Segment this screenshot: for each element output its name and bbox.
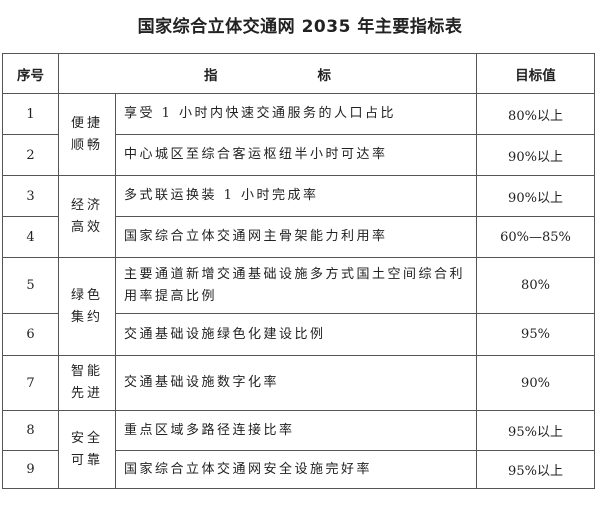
row-target: 95%	[476, 313, 595, 356]
table-row: 4 国家综合立体交通网主骨架能力利用率 60%—85%	[2, 216, 595, 258]
row-indicator: 中心城区至综合客运枢纽半小时可达率	[115, 134, 477, 176]
row-seq: 1	[2, 93, 59, 135]
row-indicator: 多式联运换装 1 小时完成率	[115, 175, 477, 217]
row-target: 95%以上	[476, 450, 595, 489]
row-indicator: 享受 1 小时内快速交通服务的人口占比	[115, 93, 477, 135]
category-line: 先进	[70, 386, 103, 401]
header-indicator-char1: 指	[204, 67, 218, 84]
row-seq: 6	[2, 313, 59, 356]
category-line: 经济	[70, 197, 103, 213]
header-target: 目标值	[476, 53, 595, 94]
page-title: 国家综合立体交通网 2035 年主要指标表	[137, 17, 463, 37]
table-row: 5 绿色集约 主要通道新增交通基础设施多方式国土空间综合利用率提高比例 80%	[2, 257, 595, 356]
category-line: 顺畅	[70, 137, 103, 153]
category-line: 安全	[70, 430, 103, 446]
category-cell: 智能 先进	[58, 355, 116, 411]
category-line: 智能	[70, 364, 103, 379]
table-row: 3 经济高效 多式联运换装 1 小时完成率 90%以上	[2, 175, 595, 258]
row-seq: 9	[2, 450, 59, 489]
indicator-table: 序号 指标 目标值 1 便捷 顺畅 享受 1 小时内快速交通服务的人口占比 80%…	[2, 53, 595, 489]
category-line: 高效	[70, 219, 103, 235]
row-seq: 2	[2, 134, 59, 176]
row-seq: 7	[2, 355, 59, 411]
category-line: 便捷	[70, 115, 103, 131]
category-cell: 便捷 顺畅	[58, 93, 116, 176]
row-target: 80%	[476, 257, 595, 314]
row-seq: 4	[2, 216, 59, 258]
row-indicator: 重点区域多路径连接比率	[115, 410, 477, 451]
category-line: 集约	[70, 309, 103, 325]
row-seq: 3	[2, 175, 59, 217]
table-row: 2 中心城区至综合客运枢纽半小时可达率 90%以上	[2, 134, 595, 176]
category-cell: 经济 高效	[58, 175, 116, 258]
table-row: 7 智能先进 交通基础设施数字化率 90%	[2, 355, 595, 411]
row-target: 90%	[476, 355, 595, 411]
table-row: 9 国家综合立体交通网安全设施完好率 95%以上	[2, 450, 595, 489]
row-target: 90%以上	[476, 175, 595, 217]
header-indicator-char2: 标	[317, 67, 332, 84]
category-cell: 绿色 集约	[58, 257, 116, 356]
row-indicator: 国家综合立体交通网主骨架能力利用率	[115, 216, 477, 258]
category-cell: 安全 可靠	[58, 410, 116, 489]
category-line: 可靠	[70, 452, 103, 468]
row-indicator: 主要通道新增交通基础设施多方式国土空间综合利用率提高比例	[115, 257, 477, 314]
category-line: 绿色	[70, 287, 103, 303]
table-row: 8 安全可靠 重点区域多路径连接比率 95%以上	[2, 410, 595, 489]
row-indicator: 国家综合立体交通网安全设施完好率	[115, 450, 477, 489]
table-header: 序号 指标 目标值	[2, 53, 595, 94]
row-target: 95%以上	[476, 410, 595, 451]
row-seq: 5	[2, 257, 59, 314]
table-row: 1 便捷顺畅 享受 1 小时内快速交通服务的人口占比 80%以上	[2, 93, 595, 176]
header-indicator: 指标	[58, 53, 477, 94]
row-indicator: 交通基础设施数字化率	[115, 355, 477, 411]
row-target: 90%以上	[476, 134, 595, 176]
row-target: 60%—85%	[476, 216, 595, 258]
row-target: 80%以上	[476, 93, 595, 135]
header-seq: 序号	[2, 53, 59, 94]
row-indicator: 交通基础设施绿色化建设比例	[115, 313, 477, 356]
row-seq: 8	[2, 410, 59, 451]
